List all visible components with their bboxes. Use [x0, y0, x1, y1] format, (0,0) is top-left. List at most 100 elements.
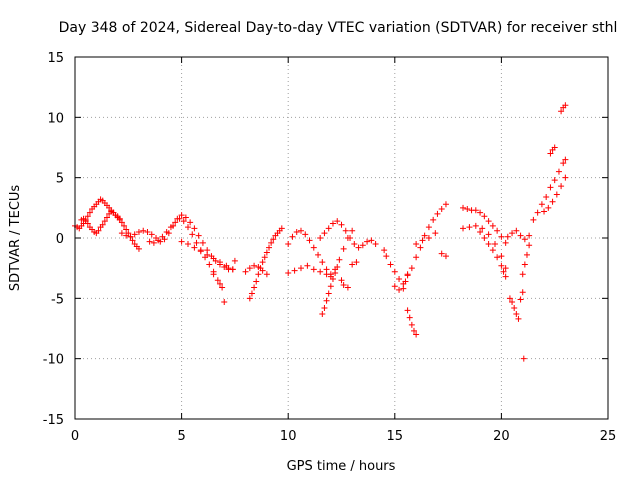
data-point: [498, 233, 505, 240]
data-point: [502, 273, 509, 280]
data-point: [541, 208, 548, 215]
data-point: [408, 265, 415, 272]
data-point: [123, 226, 130, 233]
data-point: [187, 219, 194, 226]
y-tick-label: 0: [56, 232, 64, 247]
x-tick-label: 5: [177, 429, 185, 444]
data-point: [289, 233, 296, 240]
data-point: [86, 209, 93, 216]
series-sat-ab: [558, 102, 569, 115]
data-point: [562, 102, 569, 109]
data-point: [246, 295, 253, 302]
data-point: [297, 227, 304, 234]
data-point: [197, 248, 204, 255]
data-point: [477, 228, 484, 235]
data-point: [492, 241, 499, 248]
data-point: [509, 298, 516, 305]
data-point: [293, 228, 300, 235]
data-point: [340, 245, 347, 252]
x-tick-label: 20: [493, 429, 510, 444]
data-point: [191, 244, 198, 251]
series-sat-b: [78, 208, 123, 237]
data-point: [472, 207, 479, 214]
data-point: [477, 209, 484, 216]
series-sat-y: [530, 156, 569, 223]
data-point: [270, 236, 277, 243]
data-point: [413, 254, 420, 261]
data-point: [101, 218, 108, 225]
data-point: [355, 244, 362, 251]
data-point: [116, 215, 123, 222]
data-point: [353, 259, 360, 266]
data-point: [485, 231, 492, 238]
data-point: [127, 233, 134, 240]
data-point: [251, 284, 258, 291]
data-point: [338, 221, 345, 228]
data-point: [349, 261, 356, 268]
series-sat-q: [413, 230, 449, 260]
data-point: [408, 321, 415, 328]
data-point: [519, 289, 526, 296]
data-point: [530, 216, 537, 223]
data-point: [199, 239, 206, 246]
data-point: [551, 177, 558, 184]
data-point: [263, 249, 270, 256]
data-point: [351, 241, 358, 248]
x-tick-label: 0: [71, 429, 79, 444]
data-point: [285, 269, 292, 276]
data-point: [466, 224, 473, 231]
data-point: [327, 283, 334, 290]
series-sat-w: [519, 242, 533, 278]
series-sat-m: [338, 259, 360, 291]
data-point: [500, 268, 507, 275]
data-point: [255, 263, 262, 270]
data-point: [504, 233, 511, 240]
data-point: [520, 355, 527, 362]
data-point: [323, 271, 330, 278]
data-point: [342, 227, 349, 234]
data-point: [255, 271, 262, 278]
data-point: [334, 218, 341, 225]
data-point: [562, 156, 569, 163]
data-point: [511, 304, 518, 311]
data-point: [184, 241, 191, 248]
data-point: [103, 214, 110, 221]
y-tick-label: -5: [51, 292, 64, 307]
data-point: [413, 241, 420, 248]
data-point: [359, 242, 366, 249]
data-point: [180, 218, 187, 225]
data-point: [538, 201, 545, 208]
data-point: [219, 284, 226, 291]
data-point: [421, 232, 428, 239]
data-point: [460, 225, 467, 232]
data-point: [178, 238, 185, 245]
data-point: [268, 239, 275, 246]
points-layer: [72, 102, 569, 362]
data-point: [216, 259, 223, 266]
data-point: [413, 331, 420, 338]
data-point: [95, 227, 102, 234]
data-point: [266, 244, 273, 251]
y-tick-label: 15: [47, 51, 64, 66]
data-point: [135, 245, 142, 252]
data-point: [509, 230, 516, 237]
data-point: [549, 198, 556, 205]
data-point: [325, 290, 332, 297]
data-point: [340, 282, 347, 289]
data-point: [178, 212, 185, 219]
y-tick-label: -15: [43, 413, 64, 428]
x-axis-label: GPS time / hours: [287, 459, 396, 474]
data-point: [489, 247, 496, 254]
data-point: [332, 269, 339, 276]
data-point: [221, 298, 228, 305]
data-point: [123, 232, 130, 239]
data-point: [325, 225, 332, 232]
data-point: [193, 239, 200, 246]
data-point: [364, 238, 371, 245]
data-point: [349, 227, 356, 234]
data-point: [242, 268, 249, 275]
data-point: [315, 251, 322, 258]
data-point: [263, 271, 270, 278]
series-sat-s: [460, 222, 509, 272]
data-point: [121, 222, 128, 229]
